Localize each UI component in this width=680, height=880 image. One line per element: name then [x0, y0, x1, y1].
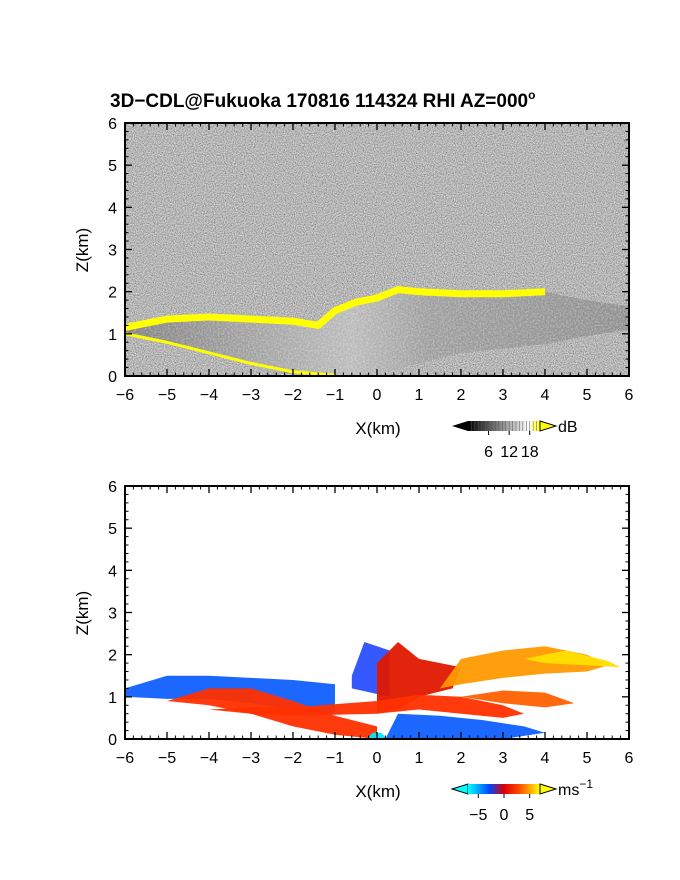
reflectivity-xlabel: X(km) [355, 419, 400, 438]
y-tick-label: 1 [108, 327, 117, 344]
x-tick-label: −5 [158, 387, 176, 404]
colorbar-tick-label: 12 [500, 444, 518, 461]
colorbar-low-arrow [450, 783, 469, 795]
x-tick-label: −3 [242, 750, 260, 767]
colorbar-ticks [471, 421, 537, 435]
colorbar-unit-base: ms [558, 782, 579, 799]
x-tick-label: −4 [200, 387, 218, 404]
echo-top-band [125, 286, 546, 331]
y-tick-label: 4 [108, 563, 117, 580]
colorbar-tick-label: −5 [469, 807, 487, 824]
colorbar-bar [468, 421, 540, 431]
velocity-data [125, 642, 621, 739]
x-tick-label: 1 [415, 750, 424, 767]
y-tick-label: 0 [108, 369, 117, 386]
colorbar-tick-labels: 6 12 18 [484, 444, 539, 461]
colorbar-tick-labels: −5 0 5 [469, 807, 534, 824]
y-tick-label: 2 [108, 285, 117, 302]
x-tick-label: −6 [116, 387, 134, 404]
velocity-region [377, 642, 461, 714]
colorbar-ticks [477, 794, 531, 798]
velocity-ylabel: Z(km) [73, 591, 92, 635]
chart-title-text: 3D−CDL@Fukuoka 170816 114324 RHI AZ=000 [110, 91, 528, 112]
colorbar-low-arrow [452, 421, 468, 431]
velocity-axes: −6 −5 −4 −3 −2 −1 0 1 2 3 4 5 6 0 1 2 3 4 5 6 [108, 479, 633, 767]
x-tick-label: 6 [625, 387, 634, 404]
x-tick-label: −4 [200, 750, 218, 767]
x-tick-label: −1 [326, 750, 344, 767]
x-tick-label: −3 [242, 387, 260, 404]
reflectivity-colorbar: dB 6 12 18 [452, 419, 578, 461]
x-tick-label: −6 [116, 750, 134, 767]
colorbar-bar [468, 784, 540, 794]
y-tick-label: 3 [108, 606, 117, 623]
y-tick-label: 6 [108, 116, 117, 133]
y-tick-label: 2 [108, 648, 117, 665]
colorbar-tick-label: 6 [484, 444, 493, 461]
chart-title: 3D−CDL@Fukuoka 170816 114324 RHI AZ=000o [110, 88, 535, 112]
x-tick-label: 6 [625, 750, 634, 767]
y-tick-label: 1 [108, 690, 117, 707]
y-tick-label: 0 [108, 732, 117, 749]
y-tick-label: 6 [108, 479, 117, 496]
x-tick-label: 0 [373, 750, 382, 767]
x-tick-label: 0 [373, 387, 382, 404]
colorbar-tick-label: 18 [521, 444, 539, 461]
colorbar-tick-label: 5 [525, 807, 534, 824]
y-tick-label: 3 [108, 243, 117, 260]
velocity-colorbar: ms−1 −5 0 5 [450, 777, 593, 824]
velocity-region [385, 713, 545, 739]
y-tick-label: 5 [108, 521, 117, 538]
x-tick-label: 2 [457, 750, 466, 767]
x-tick-label: 2 [457, 387, 466, 404]
x-tick-label: −1 [326, 387, 344, 404]
x-tick-label: 1 [415, 387, 424, 404]
echo-base-band [125, 332, 336, 376]
reflectivity-data [125, 286, 629, 376]
x-tick-label: −2 [284, 387, 302, 404]
reflectivity-ylabel: Z(km) [73, 228, 92, 272]
x-tick-label: 3 [499, 387, 508, 404]
degree-sign: o [528, 88, 535, 102]
x-tick-label: 5 [583, 750, 592, 767]
x-tick-label: 5 [583, 387, 592, 404]
colorbar-unit: ms−1 [558, 777, 593, 799]
reflectivity-axes: −6 −5 −4 −3 −2 −1 0 1 2 3 4 5 6 0 1 2 3 4 5 6 [108, 116, 633, 404]
velocity-region [461, 690, 575, 708]
colorbar-high-arrow [539, 420, 558, 432]
colorbar-tick-label: 0 [500, 807, 509, 824]
colorbar-unit: dB [558, 419, 578, 436]
x-tick-label: 4 [541, 750, 550, 767]
x-tick-label: 3 [499, 750, 508, 767]
x-tick-label: −2 [284, 750, 302, 767]
x-tick-label: 4 [541, 387, 550, 404]
colorbar-unit-exponent: −1 [579, 777, 593, 791]
x-tick-label: −5 [158, 750, 176, 767]
echo-layer-texture [125, 289, 629, 376]
velocity-region [209, 694, 524, 718]
colorbar-high-arrow [539, 783, 558, 795]
velocity-region [524, 650, 621, 668]
velocity-xlabel: X(km) [355, 782, 400, 801]
velocity-panel: −6 −5 −4 −3 −2 −1 0 1 2 3 4 5 6 0 1 2 3 4 5 6 X(km) Z(km) m… [73, 479, 634, 824]
y-tick-label: 4 [108, 200, 117, 217]
y-tick-label: 5 [108, 158, 117, 175]
